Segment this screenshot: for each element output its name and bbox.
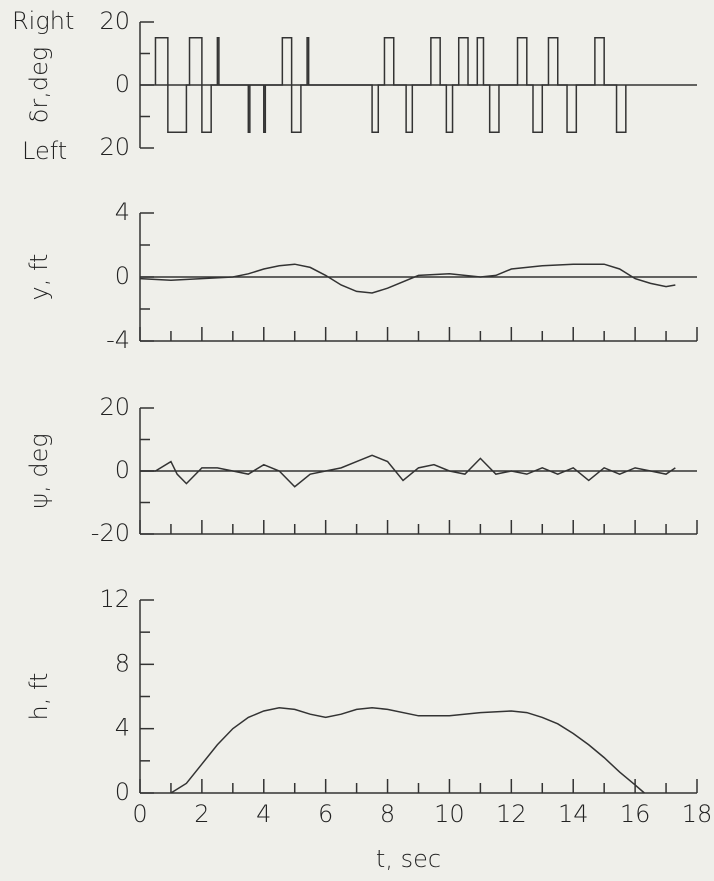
x-axis-label: t, sec (376, 845, 441, 873)
x-tick-label: 16 (620, 800, 651, 828)
y-tick-label: -4 (106, 326, 130, 354)
y-axis-label: h, ft (25, 673, 53, 721)
x-tick-label: 2 (194, 800, 209, 828)
y-tick-label: 12 (99, 585, 130, 613)
data-line (139, 263, 676, 294)
x-tick-label: 10 (434, 800, 465, 828)
x-tick-label: 12 (496, 800, 527, 828)
x-tick-label: 14 (558, 800, 589, 828)
annotation: Right (12, 7, 74, 35)
y-tick-label: 4 (115, 198, 130, 226)
y-tick-label: 4 (115, 714, 130, 742)
y-tick-label: 0 (115, 262, 130, 290)
x-tick-label: 0 (132, 800, 147, 828)
x-tick-label: 4 (256, 800, 271, 828)
rudder-trace (154, 37, 627, 133)
y-tick-label: 0 (115, 778, 130, 806)
y-tick-label: 20 (99, 393, 130, 421)
annotation: Left (22, 137, 67, 165)
data-line (140, 454, 676, 488)
y-tick-label: -20 (91, 519, 130, 547)
x-tick-label: 8 (380, 800, 395, 828)
y-axis-label: y, ft (25, 254, 53, 301)
y-tick-label: 20 (99, 133, 130, 161)
data-line (170, 707, 645, 794)
x-tick-label: 6 (318, 800, 333, 828)
x-tick-label: 18 (682, 800, 713, 828)
y-axis-label: ψ, deg (25, 433, 53, 509)
y-axis-label: δr,deg (25, 47, 53, 124)
y-tick-label: 8 (115, 649, 130, 677)
y-tick-label: 20 (99, 7, 130, 35)
y-tick-label: 0 (115, 70, 130, 98)
y-tick-label: 0 (115, 456, 130, 484)
